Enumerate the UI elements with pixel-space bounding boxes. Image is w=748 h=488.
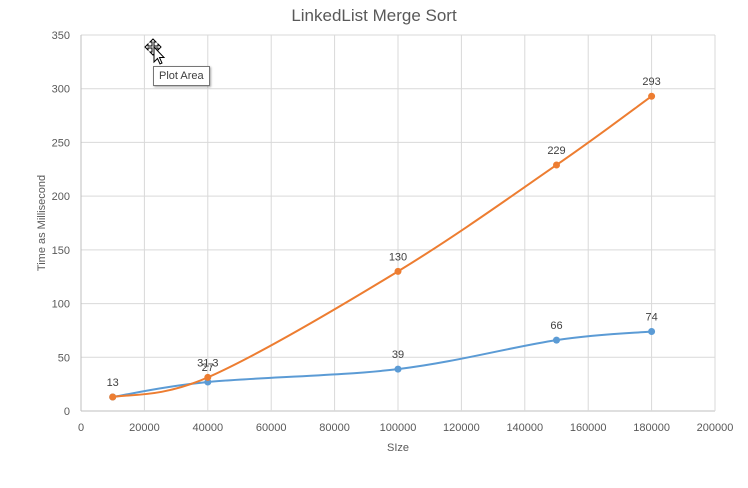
data-label: 66 [550,320,562,332]
y-tick-label: 200 [52,191,70,203]
data-label: 293 [642,76,660,88]
x-tick-label: 100000 [380,422,417,434]
y-tick-label: 350 [52,30,70,42]
x-tick-label: 0 [78,422,84,434]
series-2-point[interactable] [204,373,212,381]
y-tick-label: 300 [52,84,70,96]
x-tick-label: 60000 [256,422,287,434]
y-axis-ticks: 0 50 100 150 200 250 300 350 [52,30,70,418]
y-axis-title: Time as Millisecond [36,175,48,271]
data-label: 74 [645,312,657,324]
x-tick-label: 200000 [697,422,734,434]
y-tick-label: 250 [52,137,70,149]
x-tick-label: 160000 [570,422,607,434]
chart-title: LinkedList Merge Sort [291,6,457,25]
series-1-point[interactable] [553,336,560,344]
data-label: 130 [389,251,407,263]
x-tick-label: 80000 [319,422,350,434]
series-1-line[interactable] [112,330,652,399]
x-tick-label: 140000 [506,422,543,434]
gridlines [80,34,716,412]
y-tick-label: 50 [58,352,70,364]
data-label: 27 [202,362,214,374]
series-1-point[interactable] [648,328,656,336]
data-label: 229 [547,145,565,157]
plot-area[interactable] [109,92,656,401]
series-2-point[interactable] [553,161,560,169]
x-tick-label: 180000 [633,422,670,434]
data-label: 13 [107,377,119,389]
data-label: 39 [392,349,404,361]
x-tick-label: 120000 [443,422,480,434]
y-tick-label: 0 [64,406,70,418]
series-1-point[interactable] [394,365,402,373]
series-2-line[interactable] [112,95,653,399]
series-2-point[interactable] [394,267,402,275]
x-axis-title: SIze [387,442,409,454]
x-tick-label: 20000 [129,422,160,434]
x-axis-ticks: 0 20000 40000 60000 80000 100000 120000 140000 1… [78,422,733,434]
move-cursor-icon [144,38,166,65]
y-tick-label: 150 [52,245,70,257]
data-label: 31.3 [197,357,218,369]
y-tick-label: 100 [52,299,70,311]
data-labels: 27 39 66 74 13 31.3 130 229 293 [107,76,661,389]
x-tick-label: 40000 [193,422,224,434]
series-2-point[interactable] [109,393,117,401]
plot-area-tooltip: Plot Area [153,66,210,86]
series-2-point[interactable] [648,92,656,100]
